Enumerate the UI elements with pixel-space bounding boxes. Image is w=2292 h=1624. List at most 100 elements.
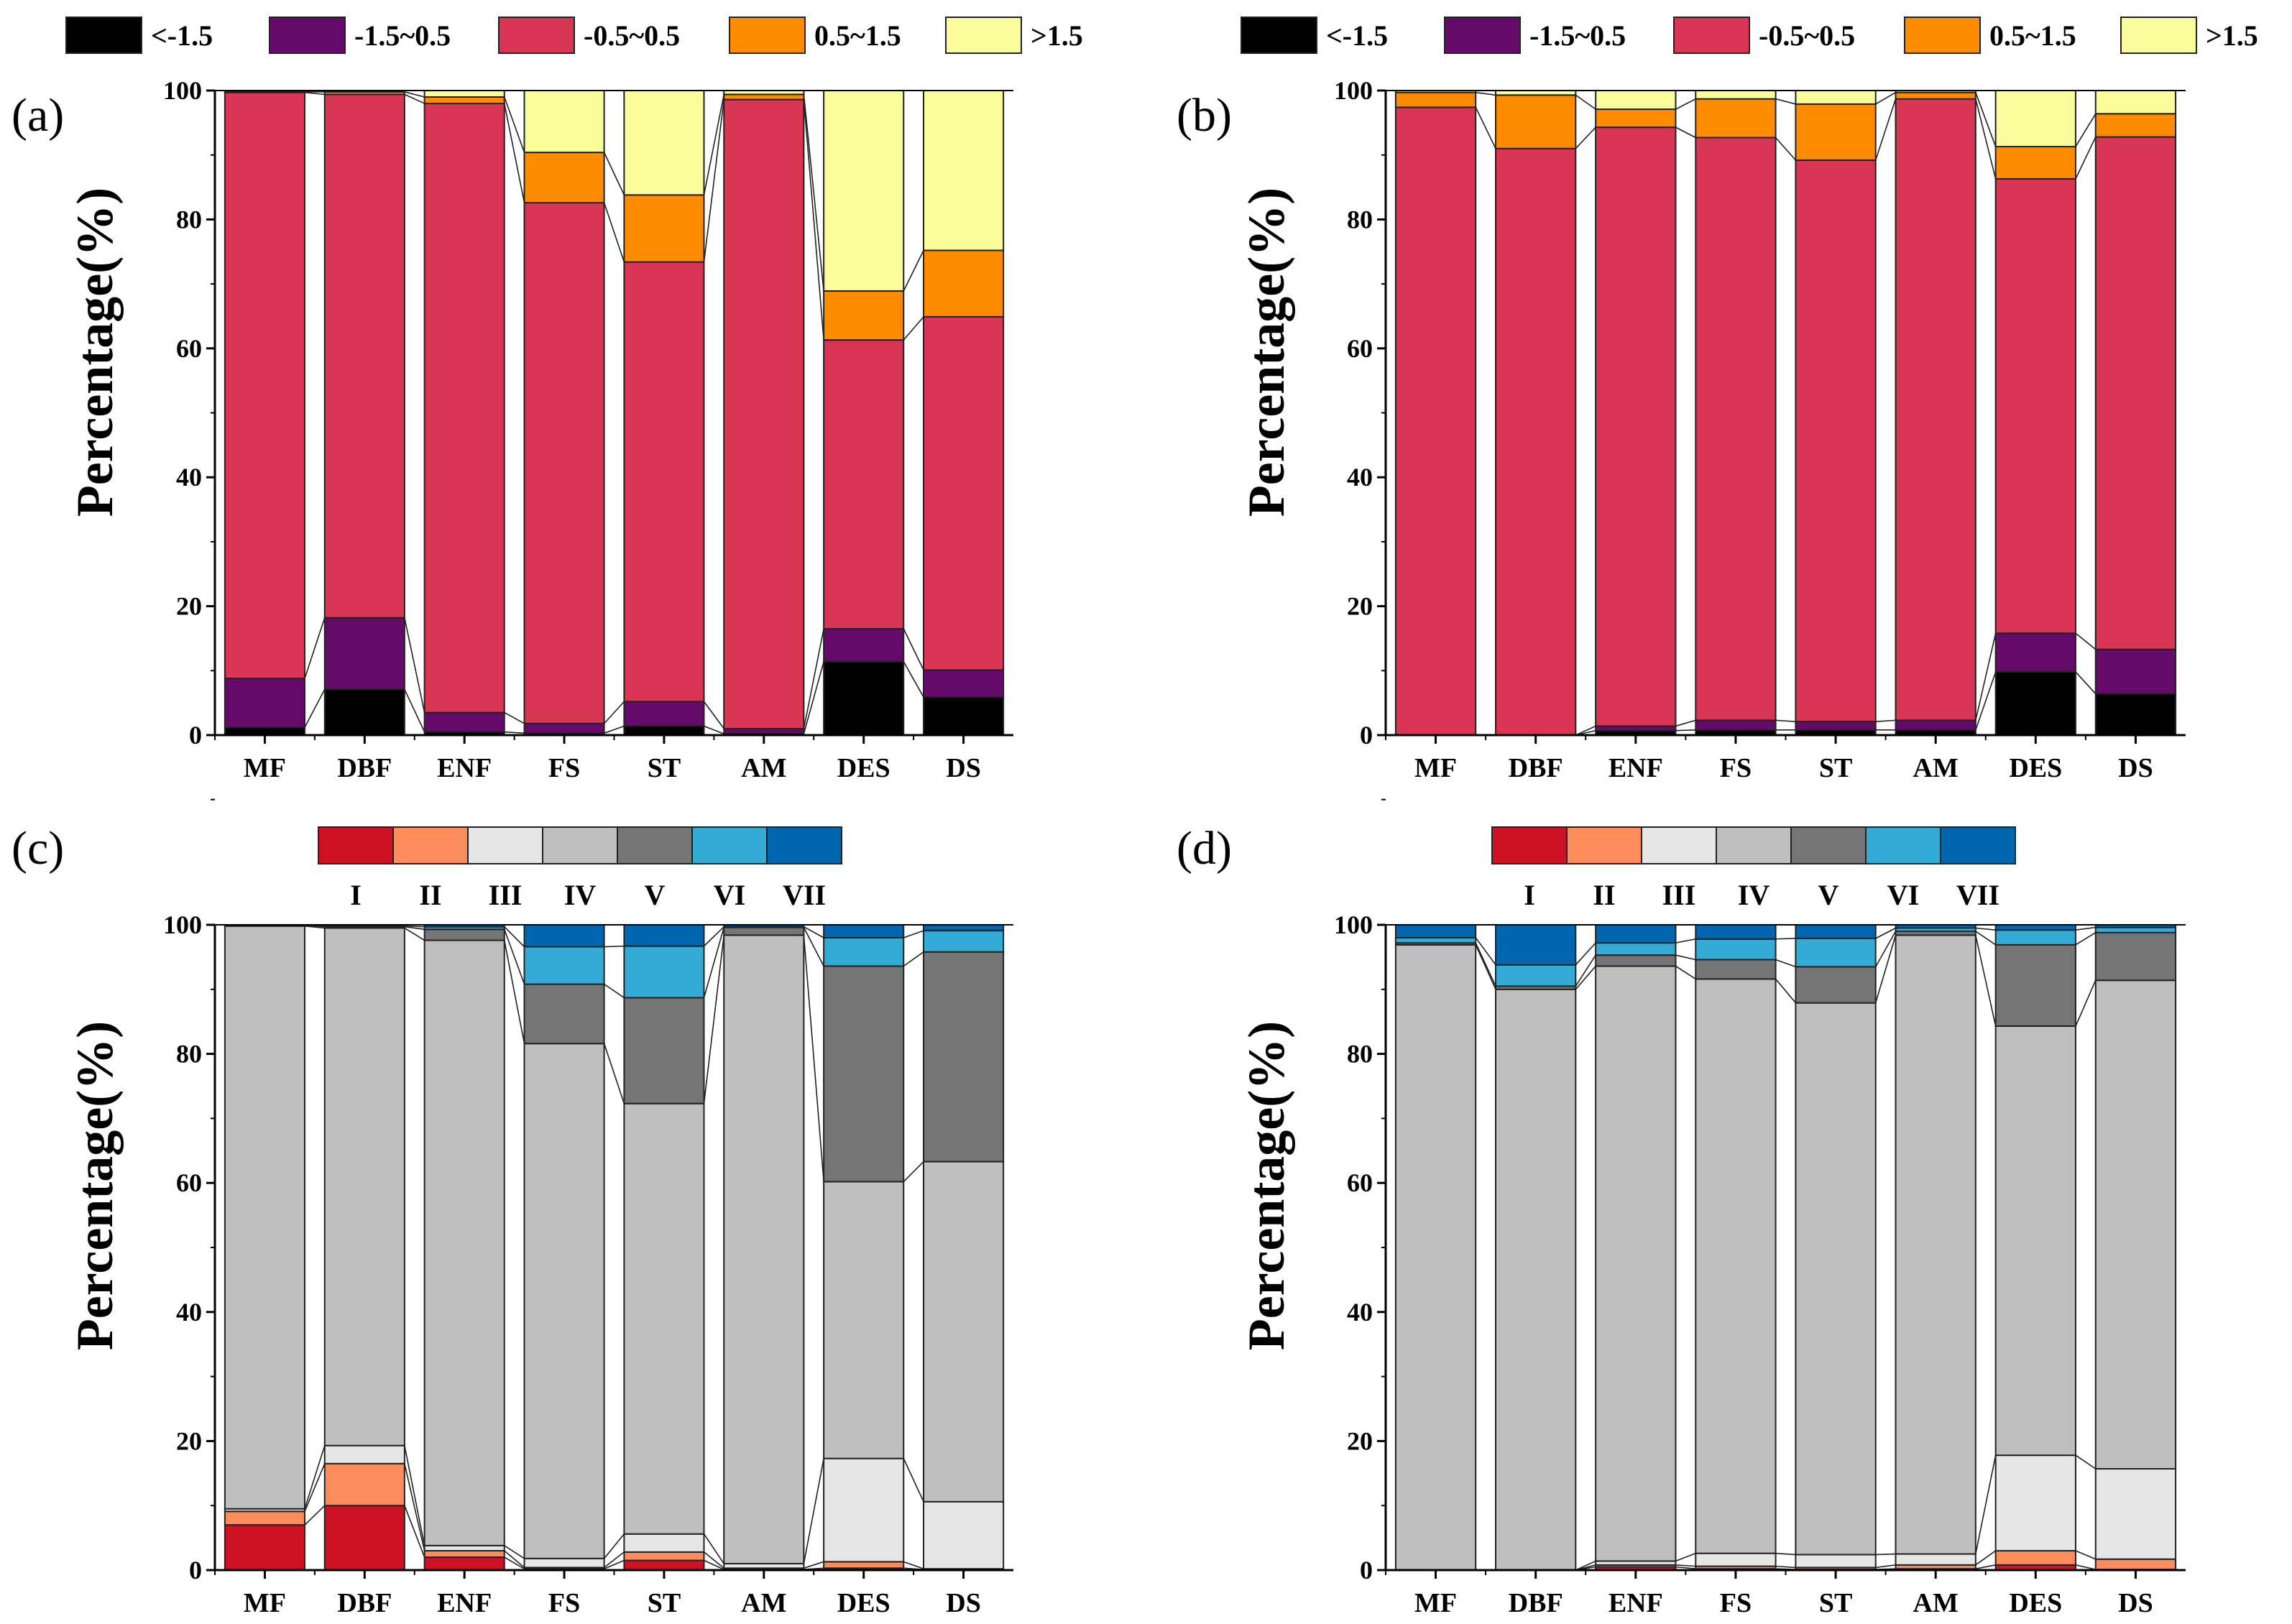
connector-line	[1975, 1454, 1997, 1554]
x-tick-label: AM	[1913, 753, 1959, 783]
connector-line	[1874, 98, 1897, 161]
legend-item: VI	[1865, 826, 1941, 911]
bar-segment	[1994, 944, 2076, 1027]
bar-segment	[1495, 147, 1577, 737]
connector-line	[903, 930, 924, 938]
connector-line	[1975, 935, 1997, 1027]
bar-segment	[623, 924, 705, 947]
connector-line	[1575, 942, 1596, 966]
legend-item: I	[1491, 826, 1568, 911]
connector-line	[803, 935, 824, 1182]
connector-line	[404, 91, 425, 98]
x-tick-label: ENF	[437, 753, 492, 783]
legend-swatch	[1673, 17, 1750, 54]
y-tick-label: 20	[1347, 1426, 1373, 1455]
connector-line	[604, 1559, 625, 1569]
bar-segment	[2094, 1558, 2177, 1571]
bar-segment	[823, 1561, 905, 1569]
bar-segment	[923, 930, 1005, 953]
bar-segment	[1394, 924, 1477, 938]
bar-segment	[1695, 719, 1777, 731]
bar-segment	[723, 926, 805, 936]
bar-segment	[823, 660, 905, 737]
bar-segment	[323, 93, 405, 619]
legend-item: VII	[766, 826, 842, 911]
connector-line	[903, 250, 924, 292]
connector-line	[703, 935, 725, 1104]
connector-line	[603, 1533, 625, 1559]
y-tick-label: 40	[176, 463, 202, 492]
connector-line	[1775, 978, 1797, 1004]
connector-line	[803, 661, 824, 734]
legend-item: III	[1641, 826, 1717, 911]
bar-segment	[823, 1181, 905, 1459]
bar-segment	[923, 924, 1005, 932]
connector-line	[2075, 932, 2097, 946]
legend-label: 0.5~1.5	[1989, 19, 2076, 52]
legend-item: II	[392, 826, 469, 911]
x-tick-label: AM	[741, 1588, 786, 1618]
connector-line	[503, 929, 525, 984]
bar-segment	[623, 261, 705, 703]
connector-line	[1675, 719, 1696, 727]
bar-segment	[2094, 1468, 2177, 1560]
connector-line	[2075, 979, 2097, 1027]
bar-segment	[1795, 966, 1877, 1004]
connector-line	[804, 1561, 824, 1569]
bar-segment	[1994, 177, 2076, 635]
bar-segment	[1495, 94, 1577, 149]
bar-segment	[1394, 91, 1477, 109]
bar-segment	[1695, 924, 1777, 940]
legend-swatch	[1444, 17, 1521, 54]
legend-item: >1.5	[945, 17, 1083, 54]
legend-swatch	[269, 17, 346, 54]
legend-label: -0.5~0.5	[584, 19, 680, 52]
connector-line	[1975, 92, 1997, 147]
bar-segment	[1994, 671, 2076, 736]
bar-segment	[1994, 1025, 2076, 1457]
connector-line	[604, 945, 625, 948]
connector-line	[504, 1556, 525, 1569]
legend-label: >1.5	[2206, 19, 2258, 52]
bar-segment	[1895, 934, 1976, 1555]
connector-line	[704, 1559, 724, 1570]
bar-segment	[1994, 146, 2076, 180]
bar-segment	[723, 728, 805, 735]
legend-label: VII	[783, 879, 826, 911]
connector-line	[1775, 1552, 1796, 1556]
legend-label: IV	[564, 879, 597, 911]
legend-item: IV	[542, 826, 618, 911]
x-tick-label: ENF	[1608, 753, 1663, 783]
legend-swatch	[2120, 17, 2197, 54]
bar-segment	[423, 939, 505, 1546]
x-tick-label: DS	[2118, 1588, 2153, 1618]
connector-line	[304, 91, 325, 96]
connector-line	[604, 701, 625, 724]
panel-b: 0 20 40 60 80 100 MF DBF ENF FS ST AM DES DS Percentag…	[1177, 17, 2258, 801]
bar-segment	[1994, 1550, 2076, 1566]
x-tick-label: MF	[244, 1588, 286, 1618]
connector-line	[604, 725, 625, 734]
bar-segment	[923, 951, 1005, 1163]
legend-swatch	[1641, 826, 1717, 864]
bar-segment	[1495, 964, 1577, 987]
connector-line	[1675, 729, 1696, 732]
connector-line	[803, 1458, 824, 1564]
legend-swatch	[1716, 826, 1792, 864]
legend-item: -0.5~0.5	[1673, 17, 1855, 54]
y-axis-label: Percentage(%)	[1238, 188, 1295, 517]
bar-segment	[523, 722, 605, 734]
legend-item: 0.5~1.5	[729, 17, 901, 54]
connector-line	[1675, 1564, 1696, 1567]
connector-line	[304, 1505, 326, 1526]
bar-segment	[923, 669, 1005, 698]
bar-segment	[823, 90, 905, 292]
connector-line	[1775, 1565, 1796, 1569]
connector-line	[1975, 633, 1997, 721]
x-tick-label: DBF	[1509, 1588, 1563, 1618]
x-tick-label: DES	[2009, 1588, 2062, 1618]
bar-segment	[523, 152, 605, 204]
bar-segment	[623, 945, 705, 999]
bar-segment	[623, 701, 705, 727]
y-tick-label: 20	[1347, 592, 1373, 621]
